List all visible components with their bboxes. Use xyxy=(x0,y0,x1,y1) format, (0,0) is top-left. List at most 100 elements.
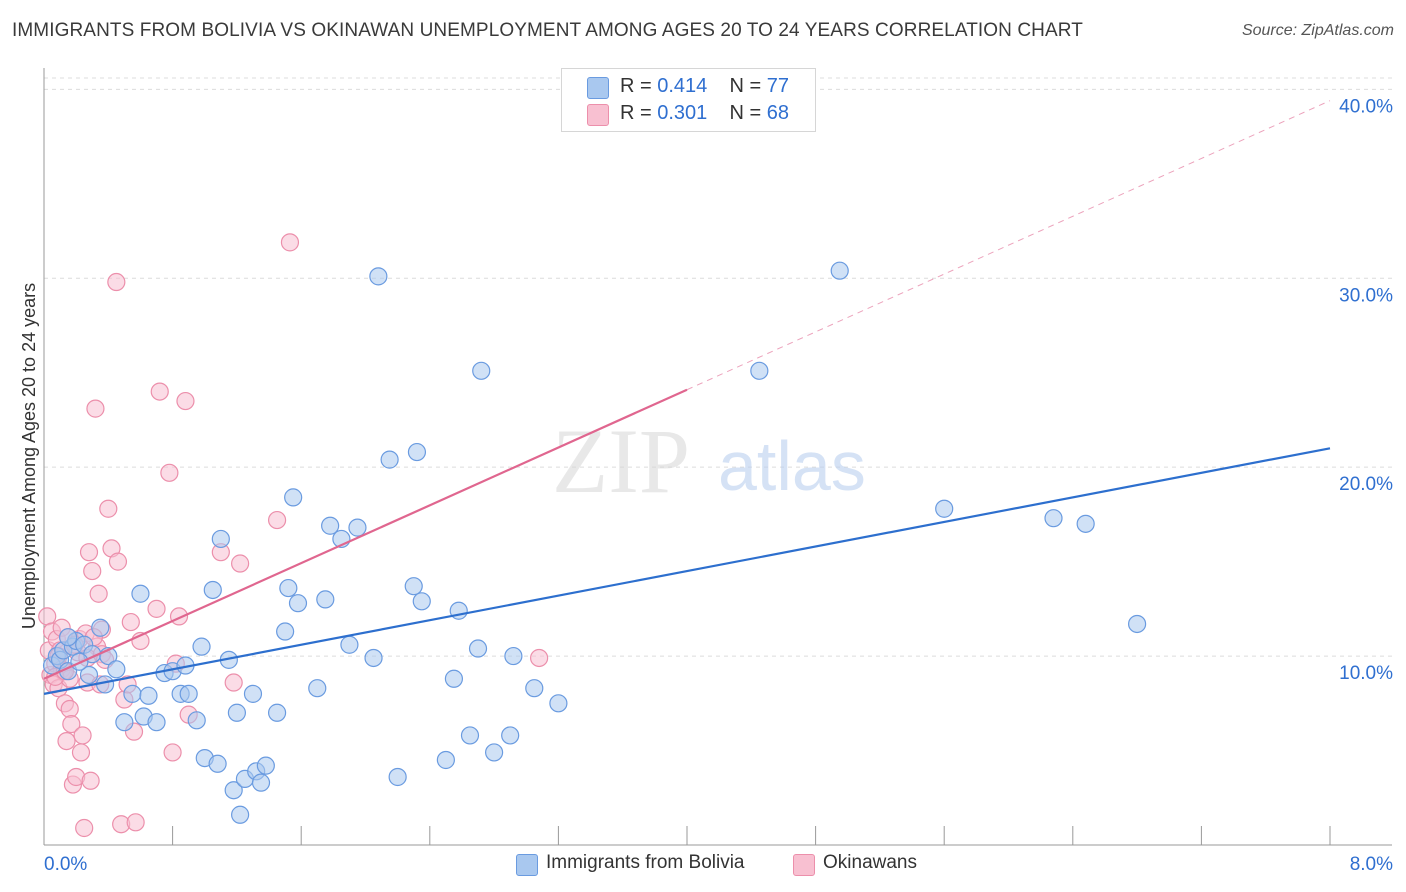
bolivia-point xyxy=(436,750,455,770)
bolivia-point xyxy=(501,726,520,745)
bolivia-point xyxy=(750,361,769,380)
okinawans-point xyxy=(99,499,118,518)
bolivia-point xyxy=(208,754,227,773)
okinawans-point xyxy=(71,743,91,762)
legend-row-bolivia-text: R = 0.414 N = 77 xyxy=(620,75,789,98)
okinawans-point xyxy=(231,554,250,573)
okinawans-point xyxy=(81,771,100,790)
x-tick-label: 8.0% xyxy=(1350,854,1393,875)
source-label: Source: ZipAtlas.com xyxy=(1241,22,1394,39)
okinawans-point xyxy=(267,510,287,530)
bolivia-swatch xyxy=(587,77,609,99)
bolivia-point xyxy=(380,450,399,469)
bolivia-point xyxy=(59,628,78,647)
okinawans-point xyxy=(107,272,126,292)
watermark-atlas: atlas xyxy=(718,427,866,505)
okinawans-point xyxy=(89,584,108,603)
okinawans-point xyxy=(83,561,102,581)
bolivia-point xyxy=(91,618,110,637)
okinawans-point xyxy=(126,813,145,832)
bolivia-point xyxy=(279,578,298,598)
n-value: 68 xyxy=(766,102,790,124)
n-value: 77 xyxy=(766,75,790,97)
bolivia-point xyxy=(267,703,287,722)
bolivia-point xyxy=(227,703,246,722)
bolivia-point xyxy=(131,584,150,603)
r-label: R = xyxy=(620,75,652,97)
bolivia-point xyxy=(369,267,388,286)
okinawans-point xyxy=(38,607,57,626)
bolivia-point xyxy=(525,679,544,698)
bolivia-point xyxy=(79,665,99,685)
bolivia-point xyxy=(276,622,295,641)
bolivia-point xyxy=(364,648,383,668)
okinawans-point xyxy=(62,714,81,734)
bolivia-point xyxy=(935,499,954,518)
watermark-zip: ZIP xyxy=(552,410,690,512)
okinawans-point xyxy=(75,818,94,838)
y-tick-label: 30.0% xyxy=(1339,285,1393,306)
okinawans-point xyxy=(147,599,166,618)
bolivia-point xyxy=(107,660,126,679)
bolivia-point xyxy=(187,711,206,730)
bolivia-point xyxy=(231,805,250,824)
okinawans-point xyxy=(150,382,169,401)
bolivia-point xyxy=(316,590,335,609)
bolivia-point xyxy=(256,756,275,775)
bolivia-point xyxy=(460,726,480,745)
bolivia-point xyxy=(308,679,327,698)
bolivia-point xyxy=(388,767,407,787)
bolivia-point xyxy=(340,635,359,654)
bolivia-point xyxy=(115,713,134,732)
okinawans-legend-swatch xyxy=(793,854,815,876)
bolivia-point xyxy=(139,686,158,705)
okinawans-trend-extension xyxy=(686,100,1331,391)
bolivia-point xyxy=(504,646,523,666)
y-axis-title: Unemployment Among Ages 20 to 24 years xyxy=(19,283,39,629)
bolivia-point xyxy=(407,442,427,462)
bolivia-point xyxy=(348,518,367,537)
bolivia-point xyxy=(123,684,142,703)
r-value: 0.414 xyxy=(657,75,708,97)
bolivia-point xyxy=(412,592,431,611)
n-label: N = xyxy=(729,102,762,124)
y-tick-label: 20.0% xyxy=(1339,474,1393,495)
bolivia-point xyxy=(472,361,491,380)
okinawans-point xyxy=(176,391,195,411)
r-value: 0.301 xyxy=(657,102,708,124)
bolivia-point xyxy=(549,694,568,713)
okinawans-point xyxy=(121,612,140,632)
correlation-legend: R = 0.414 N = 77 R = 0.301 N = 68 xyxy=(561,68,816,132)
bolivia-point xyxy=(179,684,198,703)
bolivia-point xyxy=(147,713,166,732)
bolivia-point xyxy=(1076,514,1095,533)
bolivia-point xyxy=(243,684,263,703)
bolivia-legend-swatch xyxy=(516,854,538,876)
bolivia-point xyxy=(404,577,423,596)
okinawans-legend-label: Okinawans xyxy=(823,852,917,873)
bolivia-point xyxy=(288,594,308,613)
okinawans-point xyxy=(280,233,300,252)
bolivia-point xyxy=(830,261,849,280)
okinawans-point xyxy=(57,731,76,751)
bolivia-point xyxy=(468,639,488,658)
bolivia-point xyxy=(203,580,222,600)
bolivia-trend-line xyxy=(43,447,1331,695)
bolivia-point xyxy=(251,773,271,792)
chart-title: IMMIGRANTS FROM BOLIVIA VS OKINAWAN UNEM… xyxy=(12,20,1083,41)
y-tick-label: 40.0% xyxy=(1339,96,1393,117)
okinawans-swatch xyxy=(587,104,609,126)
okinawans-point xyxy=(224,673,243,692)
okinawans-point xyxy=(530,648,549,668)
r-label: R = xyxy=(620,102,652,124)
okinawans-point xyxy=(160,463,179,482)
bolivia-point xyxy=(284,488,303,507)
bolivia-point xyxy=(224,781,243,800)
bolivia-legend-label: Immigrants from Bolivia xyxy=(546,852,745,873)
x-tick-label: 0.0% xyxy=(44,854,87,875)
bolivia-point xyxy=(1044,509,1063,528)
okinawans-point xyxy=(163,743,182,762)
okinawans-point xyxy=(86,399,105,418)
bolivia-point xyxy=(485,743,504,762)
